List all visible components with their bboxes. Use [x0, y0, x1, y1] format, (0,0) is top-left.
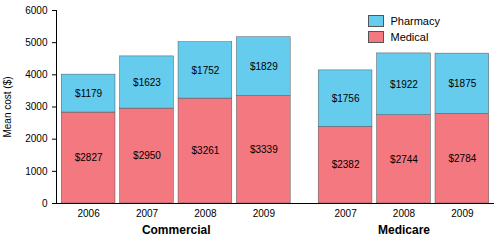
svg-text:Mean cost ($): Mean cost ($) — [2, 76, 13, 137]
svg-text:1000: 1000 — [25, 166, 48, 177]
svg-text:$1623: $1623 — [133, 77, 161, 88]
html-text:Medical: Medical — [390, 31, 429, 43]
svg-text:2007: 2007 — [136, 208, 159, 219]
svg-text:2000: 2000 — [25, 133, 48, 144]
svg-text:$3261: $3261 — [192, 145, 220, 156]
svg-text:$2382: $2382 — [332, 159, 360, 170]
svg-text:0: 0 — [42, 198, 48, 209]
svg-text:2008: 2008 — [393, 208, 416, 219]
svg-text:$2950: $2950 — [133, 150, 161, 161]
svg-text:$1829: $1829 — [250, 61, 278, 72]
svg-text:6000: 6000 — [25, 5, 48, 16]
svg-text:Commercial: Commercial — [142, 223, 211, 237]
svg-text:$1875: $1875 — [448, 78, 476, 89]
svg-text:2006: 2006 — [77, 208, 100, 219]
svg-text:2009: 2009 — [253, 208, 276, 219]
svg-text:$2827: $2827 — [75, 152, 103, 163]
svg-text:5000: 5000 — [25, 37, 48, 48]
svg-text:$2744: $2744 — [390, 154, 418, 165]
svg-text:2009: 2009 — [451, 208, 474, 219]
svg-text:Medicare: Medicare — [378, 223, 430, 237]
svg-text:$3339: $3339 — [250, 144, 278, 155]
svg-text:3000: 3000 — [25, 101, 48, 112]
html-text:Pharmacy: Pharmacy — [390, 15, 440, 27]
svg-text:4000: 4000 — [25, 69, 48, 80]
svg-text:$1756: $1756 — [332, 93, 360, 104]
svg-text:$1752: $1752 — [192, 65, 220, 76]
svg-text:2008: 2008 — [194, 208, 217, 219]
svg-text:2007: 2007 — [334, 208, 357, 219]
svg-text:$1179: $1179 — [75, 88, 103, 99]
svg-text:$1922: $1922 — [390, 79, 418, 90]
svg-text:$2784: $2784 — [448, 153, 476, 164]
